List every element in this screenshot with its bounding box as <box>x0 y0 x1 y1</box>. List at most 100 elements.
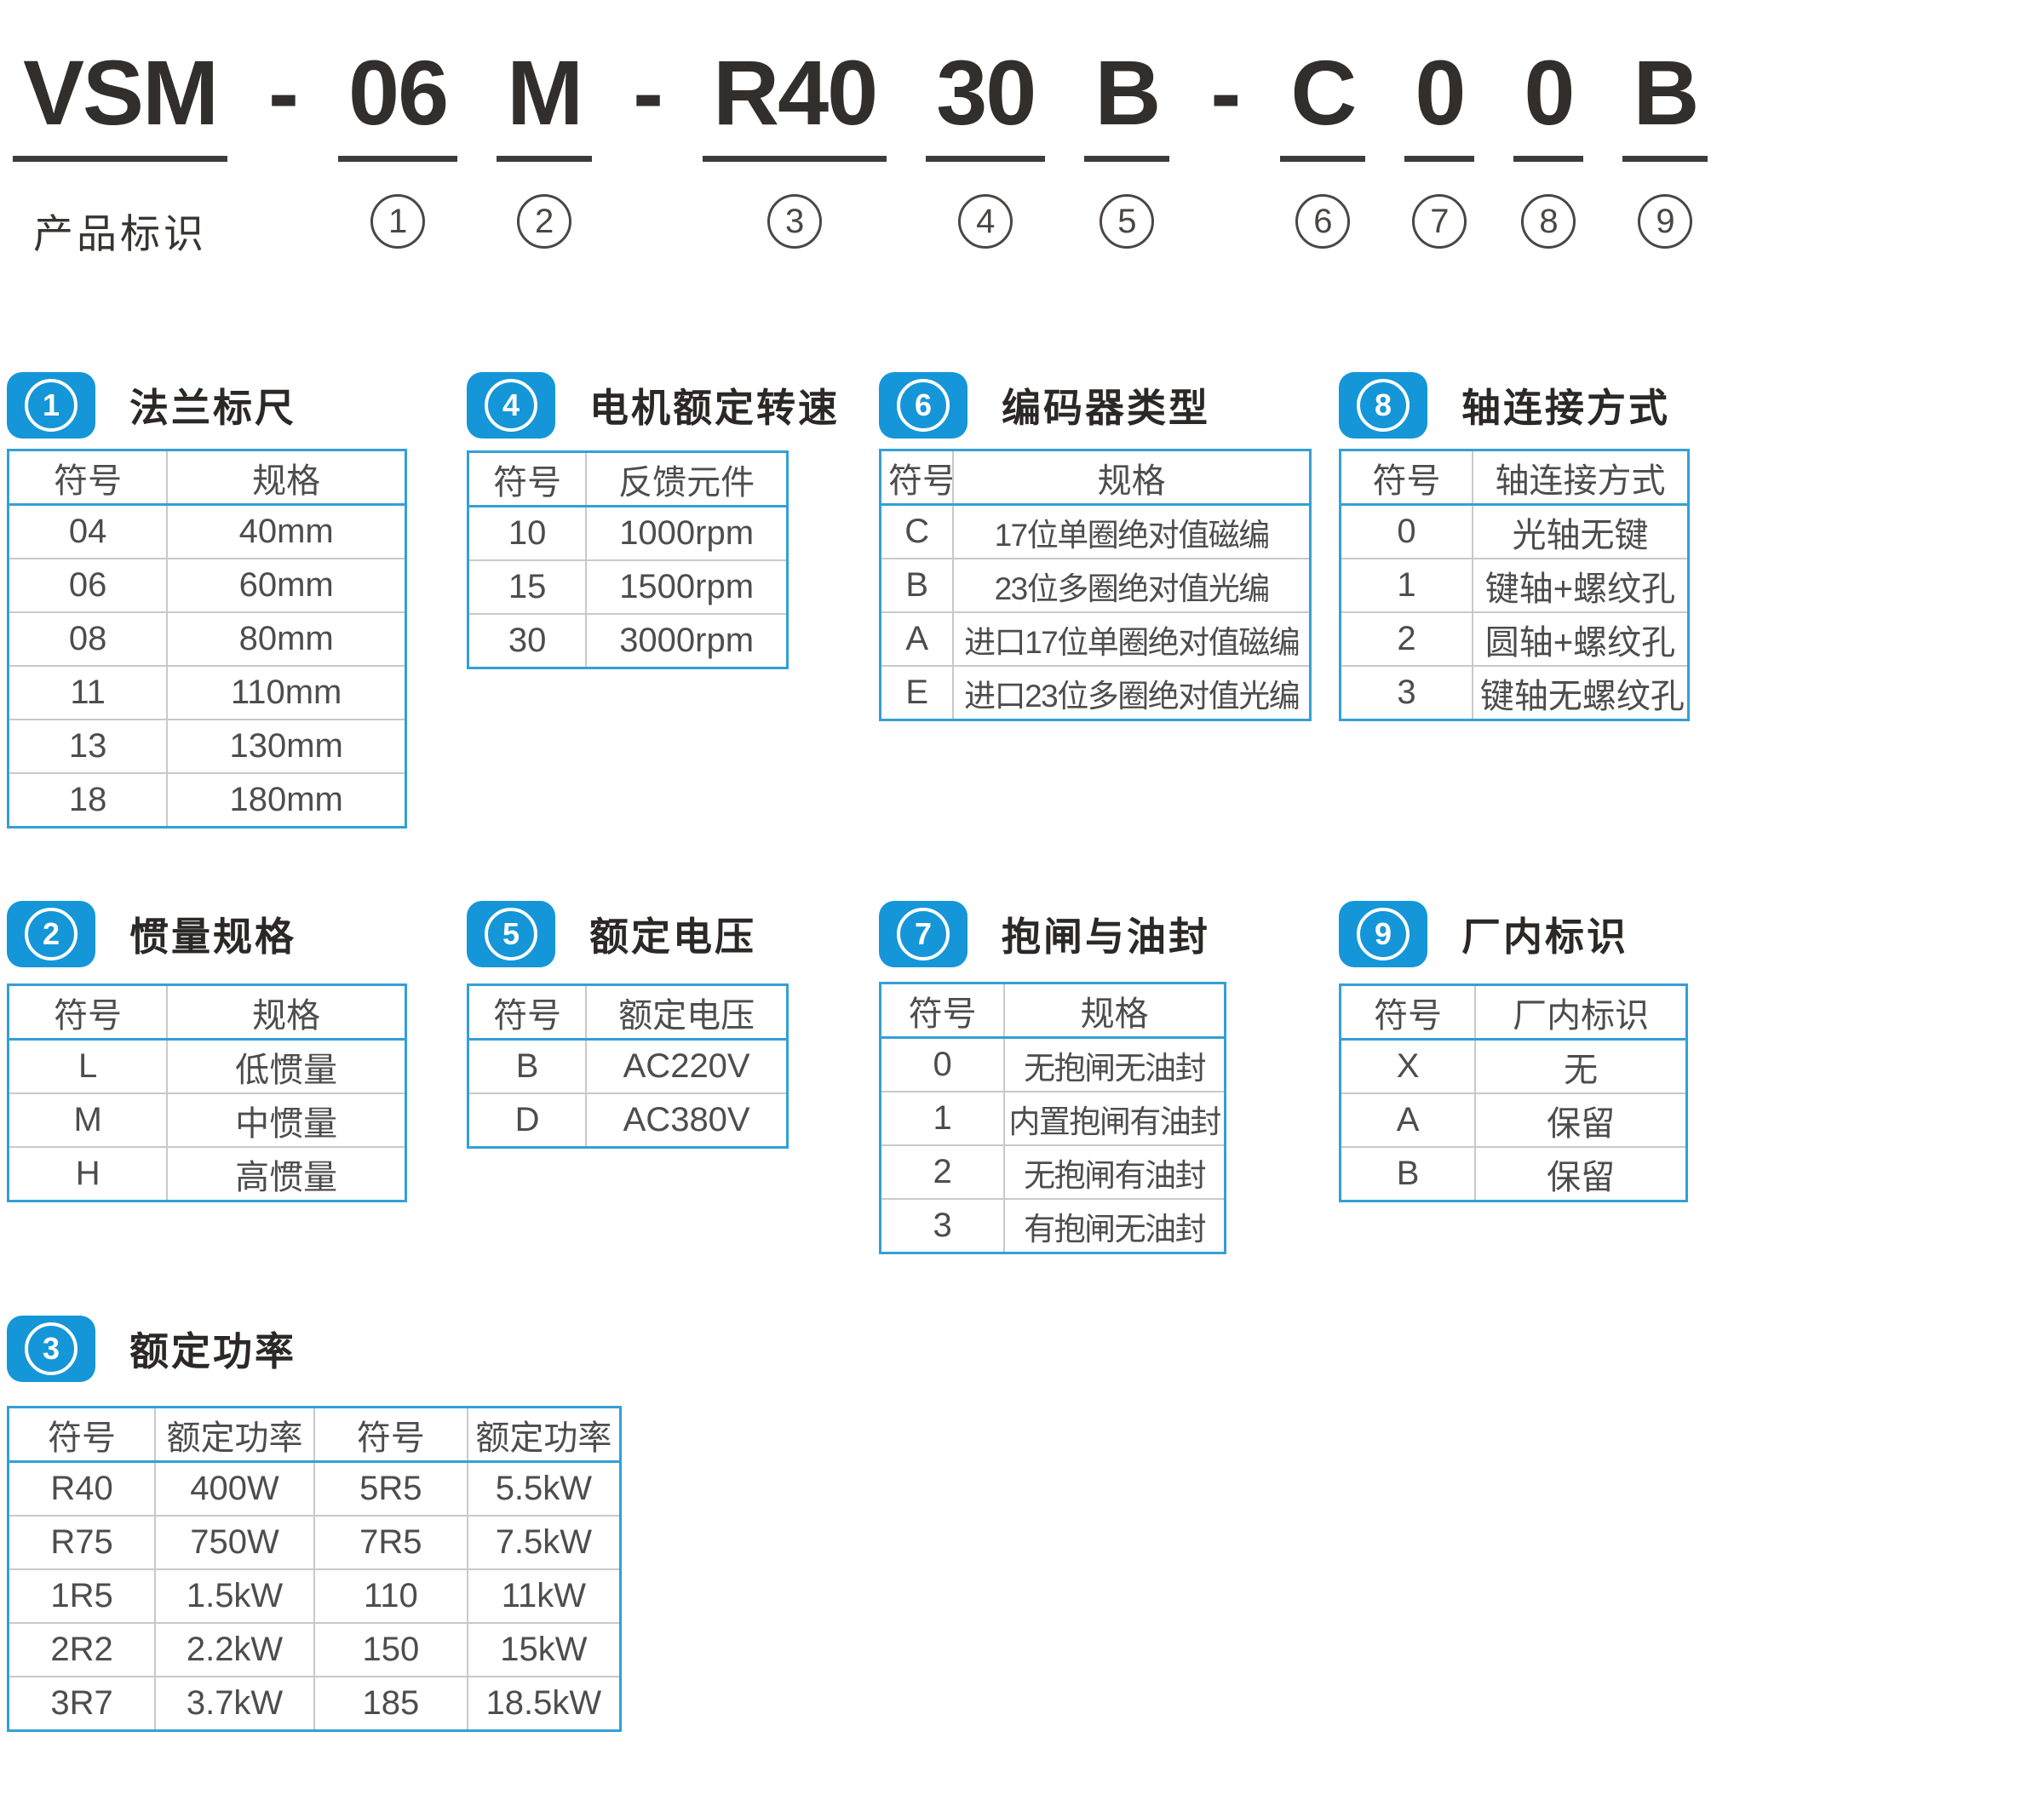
symbol-cell: 110 <box>313 1568 468 1623</box>
col-header-symbol: 符号 <box>313 1407 468 1463</box>
col-header-spec: 规格 <box>166 984 406 1041</box>
model-segment-8: 0 8 <box>1513 44 1584 249</box>
table-row: 2 无抱闸有油封 <box>880 1144 1226 1199</box>
spec-cell: 无 <box>1474 1039 1687 1093</box>
spec-cell: 光轴无键 <box>1471 504 1689 559</box>
circled-number-2: 2 <box>517 194 572 249</box>
section-title: 额定电压 <box>589 915 756 959</box>
symbol-cell: 3 <box>1340 665 1473 720</box>
symbol-cell: 185 <box>313 1676 468 1731</box>
table-header-row: 符号 规格 <box>8 984 406 1041</box>
col-header-spec: 厂内标识 <box>1474 984 1687 1041</box>
model-code-part: VSM <box>13 44 228 163</box>
section-header: 3 额定功率 <box>7 1316 622 1382</box>
table-row: D AC380V <box>468 1092 788 1148</box>
section-rated-speed: 4 电机额定转速 符号 反馈元件 10 1000rpm 15 1500rpm 30 3… <box>467 372 840 669</box>
badge-circled-number: 8 <box>1357 379 1410 432</box>
symbol-cell: 13 <box>8 719 168 773</box>
section-rated-voltage: 5 额定电压 符号 额定电压 B AC220V D AC380V <box>467 901 789 1149</box>
spec-cell: 中惯量 <box>166 1092 406 1147</box>
col-header-symbol: 符号 <box>8 984 168 1041</box>
col-header-power: 额定功率 <box>466 1407 621 1463</box>
spec-cell: 键轴无螺纹孔 <box>1471 665 1689 720</box>
table-header-row: 符号 额定功率 符号 额定功率 <box>8 1407 621 1463</box>
model-code-part: B <box>1622 44 1708 163</box>
section-brake-oilseal: 7 抱闸与油封 符号 规格 0 无抱闸无油封 1 内置抱闸有油封 2 无抱闸有油封 3… <box>879 901 1226 1254</box>
model-code-part: B <box>1084 44 1170 163</box>
table-row: 0 无抱闸无油封 <box>881 1037 1226 1092</box>
circled-number-8: 8 <box>1521 194 1576 249</box>
symbol-cell: 04 <box>68 513 107 550</box>
spec-cell: AC220V <box>585 1039 788 1093</box>
brake-oilseal-table: 符号 规格 0 无抱闸无油封 1 内置抱闸有油封 2 无抱闸有油封 3 有抱闸无油封 <box>879 982 1226 1254</box>
inertia-spec-table: 符号 规格 L 低惯量 M 中惯量 H 高惯量 <box>7 983 407 1202</box>
spec-cell: 保留 <box>1474 1092 1687 1147</box>
symbol-cell: R40 <box>50 1470 113 1507</box>
table-row: 04 40mm <box>9 504 406 559</box>
section-shaft-connection: 8 轴连接方式 符号 轴连接方式 0 光轴无键 1 键轴+螺纹孔 2 圆轴+螺纹孔 3… <box>1339 372 1690 721</box>
spec-cell: 无抱闸有油封 <box>1003 1144 1226 1199</box>
table-header-row: 符号 规格 <box>880 450 1311 506</box>
circled-number-1: 1 <box>370 194 426 249</box>
symbol-cell: 18 <box>8 772 168 828</box>
model-segment-3: R40 3 <box>703 44 887 249</box>
badge-circled-number: 6 <box>897 379 950 432</box>
encoder-type-table: 符号 规格 C 17位单圈绝对值磁编 B 23位多圈绝对值光编 A 进口17位单圈绝对… <box>879 449 1312 721</box>
circled-number-3: 3 <box>767 194 823 249</box>
section-header: 9 厂内标识 <box>1339 901 1688 967</box>
spec-cell: 60mm <box>166 558 406 612</box>
symbol-cell: 2 <box>880 1144 1005 1199</box>
section-title: 抱闸与油封 <box>1002 915 1210 959</box>
section-header: 5 额定电压 <box>467 901 789 967</box>
table-row: 13 130mm <box>8 719 406 773</box>
table-header-row: 符号 规格 <box>8 450 406 506</box>
power-cell: 3.7kW <box>154 1676 314 1731</box>
power-cell: 2.2kW <box>154 1622 314 1677</box>
table-row: 30 3000rpm <box>468 613 788 668</box>
badge-circled-number: 4 <box>485 379 537 432</box>
power-cell: 18.5kW <box>466 1676 621 1731</box>
section-rated-power: 3 额定功率 符号 额定功率 符号 额定功率 R40 400W 5R5 5.5kW … <box>7 1316 622 1732</box>
section-number-badge: 6 <box>879 372 967 439</box>
table-row: M 中惯量 <box>8 1092 406 1147</box>
model-segment-dash: - <box>267 44 299 141</box>
section-title: 电机额定转速 <box>589 386 840 430</box>
spec-cell: 键轴+螺纹孔 <box>1471 558 1689 612</box>
spec-cell: 圆轴+螺纹孔 <box>1471 611 1689 666</box>
model-segment-1: 06 1 <box>338 44 458 249</box>
spec-cell: 130mm <box>166 719 406 773</box>
table-row: R40 400W 5R5 5.5kW <box>9 1461 621 1516</box>
badge-circled-number: 9 <box>1357 908 1410 960</box>
symbol-cell: M <box>8 1092 168 1147</box>
spec-cell: 内置抱闸有油封 <box>1003 1091 1226 1145</box>
symbol-cell: 3R7 <box>8 1676 156 1731</box>
col-header-spec: 规格 <box>166 450 406 506</box>
table-row: 2R2 2.2kW 150 15kW <box>8 1622 621 1677</box>
spec-cell: 高惯量 <box>166 1146 406 1201</box>
model-code-part: 30 <box>926 44 1046 163</box>
model-segment-4: 30 4 <box>926 44 1046 249</box>
col-header-symbol: 符号 <box>468 984 587 1041</box>
shaft-connection-table: 符号 轴连接方式 0 光轴无键 1 键轴+螺纹孔 2 圆轴+螺纹孔 3 键轴无螺纹孔 <box>1339 449 1690 721</box>
symbol-cell: A <box>880 611 954 666</box>
model-segment-6: C 6 <box>1280 44 1366 249</box>
section-number-badge: 4 <box>467 372 555 439</box>
section-number-badge: 8 <box>1339 372 1427 439</box>
col-header-symbol: 符号 <box>880 450 954 506</box>
table-row: 18 180mm <box>8 772 406 828</box>
circled-number-6: 6 <box>1295 194 1351 249</box>
table-row: 3 键轴无螺纹孔 <box>1340 665 1689 720</box>
spec-cell: 无抱闸无油封 <box>1003 1037 1226 1092</box>
product-label: 产品标识 <box>33 211 208 257</box>
model-segment-dash: - <box>631 44 663 141</box>
symbol-cell: B <box>1340 1146 1476 1201</box>
table-row: B AC220V <box>468 1039 788 1093</box>
section-number-badge: 2 <box>7 901 95 967</box>
col-header-spec: 额定电压 <box>585 984 788 1041</box>
section-number-badge: 9 <box>1339 901 1427 967</box>
col-header-spec: 反馈元件 <box>585 451 788 507</box>
badge-circled-number: 2 <box>25 908 78 960</box>
